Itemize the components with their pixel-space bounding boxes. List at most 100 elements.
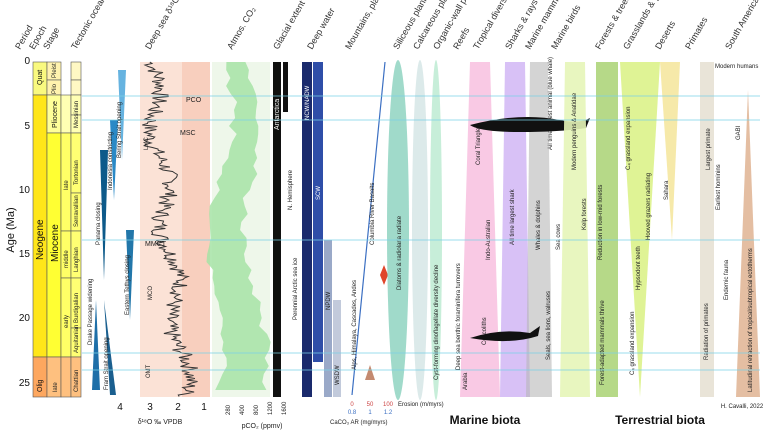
forest-adapted-label: Forest-adapted mammals thrive	[600, 300, 606, 385]
pco2-tick-800: 800	[254, 404, 260, 415]
indo-label: Indonesia constricting	[108, 132, 114, 190]
birds-band	[560, 62, 590, 397]
cyst-label: Cyst-forming dinoflagellate diversity de…	[434, 264, 440, 380]
epoch-miocene-label: Miocene	[50, 224, 61, 262]
arabia-label: Arabia	[463, 372, 469, 390]
erosion-marker	[365, 365, 375, 380]
erosion-tick-100: 100	[383, 402, 394, 408]
forest-reduction-label: Reduction in low-mid forests	[598, 185, 604, 260]
subepoch-olig	[60, 356, 72, 398]
stage-serravallian-label: Serravallian	[74, 195, 80, 227]
section-marine-label: Marine biota	[450, 413, 521, 427]
deepsea-benthic-label: Deep sea benthic foraminifera turnovers	[456, 263, 462, 370]
fram-label: Fram Strait opening	[104, 337, 110, 390]
isotope-curve	[142, 61, 198, 397]
d18o-tick-1: 1	[201, 402, 207, 413]
panama-label: Panama closing	[96, 202, 102, 245]
endemic-label: Endemic fauna	[724, 259, 730, 300]
caco3-axis-label: CaCO₃ AR (mg/myrs)	[330, 420, 387, 426]
pco2-tick-1200: 1200	[268, 401, 274, 415]
deepwater-wsdw-label: WSDW	[335, 365, 341, 385]
stage-column: Messinian Tortonian Serravallian Langhia…	[70, 61, 82, 398]
age-tick-5: 5	[24, 121, 30, 132]
c4b-label: C₄ grassland expansion	[630, 312, 636, 376]
age-axis-label: Age (Ma)	[5, 207, 17, 252]
d18o-tick-2: 2	[175, 402, 181, 413]
co2-band	[206, 62, 271, 390]
d18o-tick-4: 4	[117, 402, 123, 413]
age-tick-20: 20	[19, 313, 31, 324]
section-terrestrial-label: Terrestrial biota	[615, 413, 705, 427]
drake-label: Drake Passage widening	[88, 279, 94, 345]
whale-icon	[470, 116, 590, 132]
header-glacial: Glacial extent	[271, 0, 307, 51]
largest-animal-label: All time largest animal (blue whale)	[548, 57, 554, 150]
stage-burdigalian-label: Burdigalian	[74, 293, 80, 323]
organic-spindle	[430, 60, 442, 400]
stage-tortonian-label: Tortonian	[74, 160, 80, 185]
erosion-tick-50: 50	[367, 402, 374, 408]
epoch-pleist-label: Pleist	[52, 63, 58, 78]
stage-chattian-label: Chattian	[74, 370, 80, 392]
d18o-tick-3: 3	[147, 402, 153, 413]
glacial-antarctica-bar	[273, 62, 281, 397]
seals-label: Seals, sea lions, walruses	[546, 291, 552, 360]
epoch-plio-label: Plio	[52, 83, 58, 94]
latitudinal-wedge	[736, 90, 760, 397]
caco3-tick-0.8: 0.8	[348, 410, 357, 416]
deepwater-wsdw	[333, 300, 341, 397]
glacial-antarctica-label: Antarctica	[274, 99, 281, 130]
stage-langhian-label: Langhian	[74, 247, 80, 272]
age-tick-0: 0	[24, 56, 30, 67]
stage-chattian	[70, 356, 82, 398]
period-quat-label: Quat	[37, 70, 44, 85]
deepwater-npdw-label: NPDW	[326, 291, 332, 310]
header-reefs: Reefs	[451, 25, 472, 51]
hooved-label: Hooved grazers radiating	[646, 173, 652, 240]
isotope-pco-label: PCO	[186, 97, 202, 104]
erosion-axis: 0 50 100 Erosion (m/myrs)	[350, 402, 443, 408]
caco3-curve	[351, 61, 386, 396]
calcareous-spindle	[412, 60, 428, 400]
bering-label: Bering Strait opening	[117, 102, 123, 158]
erosion-tick-0: 0	[350, 402, 354, 408]
siliceous-spindle	[387, 60, 409, 400]
desert-band	[660, 62, 680, 240]
deepwater-ssw	[313, 62, 323, 362]
forest-band	[596, 62, 618, 397]
shark-icon	[470, 326, 540, 342]
alltime-shark-label: All time largest shark	[510, 188, 516, 245]
subepoch-late-label: late	[64, 180, 70, 190]
isotope-lmc-label: LMC	[144, 137, 150, 150]
d18o-axis-label: δ¹⁸O ‰ VPDB	[138, 419, 183, 426]
tethys-wedge	[126, 230, 134, 320]
c4-label: C₄ grassland expansion	[626, 107, 632, 171]
glacial-nh-label: N. Hemisphere	[288, 169, 294, 210]
coccoliths-label: Coccoliths	[482, 317, 488, 345]
mountains-alps-label: Alps, Himalaya, Cascades, Andes	[352, 280, 358, 370]
tectonic-gateways: Drake Passage widening Panama closing In…	[88, 70, 134, 395]
stage-messinian-label: Messinian	[74, 101, 80, 128]
isotope-warm-band	[182, 62, 210, 397]
pco2-tick-1600: 1600	[282, 401, 288, 415]
caco3-tick-1: 1	[368, 410, 372, 416]
subepoch-early-label: early	[64, 315, 70, 328]
drake-wedge	[92, 300, 100, 390]
header-south-america: South America & Africa	[723, 0, 778, 51]
period-olig-label: Olig	[37, 379, 44, 392]
primate-radiation-label: Radiation of primates	[704, 303, 710, 360]
diatoms-label: Diatoms & radiolaria radiate	[397, 215, 403, 290]
age-tick-10: 10	[19, 185, 31, 196]
caco3-axis: 0.8 1 1.2 CaCO₃ AR (mg/myrs)	[330, 410, 393, 426]
fram-wedge	[104, 300, 116, 395]
isotope-mmct-label: MMCT	[145, 241, 167, 248]
age-axis-ticks: 0 5 10 15 20 25	[19, 56, 31, 389]
age-tick-15: 15	[19, 249, 31, 260]
header-deserts: Deserts	[653, 19, 677, 51]
sahara-label: Sahara	[664, 180, 670, 200]
header-deepwater: Deep water	[305, 6, 337, 51]
epoch-pliocene-label: Pliocene	[52, 101, 59, 128]
event-lines	[82, 95, 760, 371]
deepwater-npdw	[324, 240, 332, 397]
